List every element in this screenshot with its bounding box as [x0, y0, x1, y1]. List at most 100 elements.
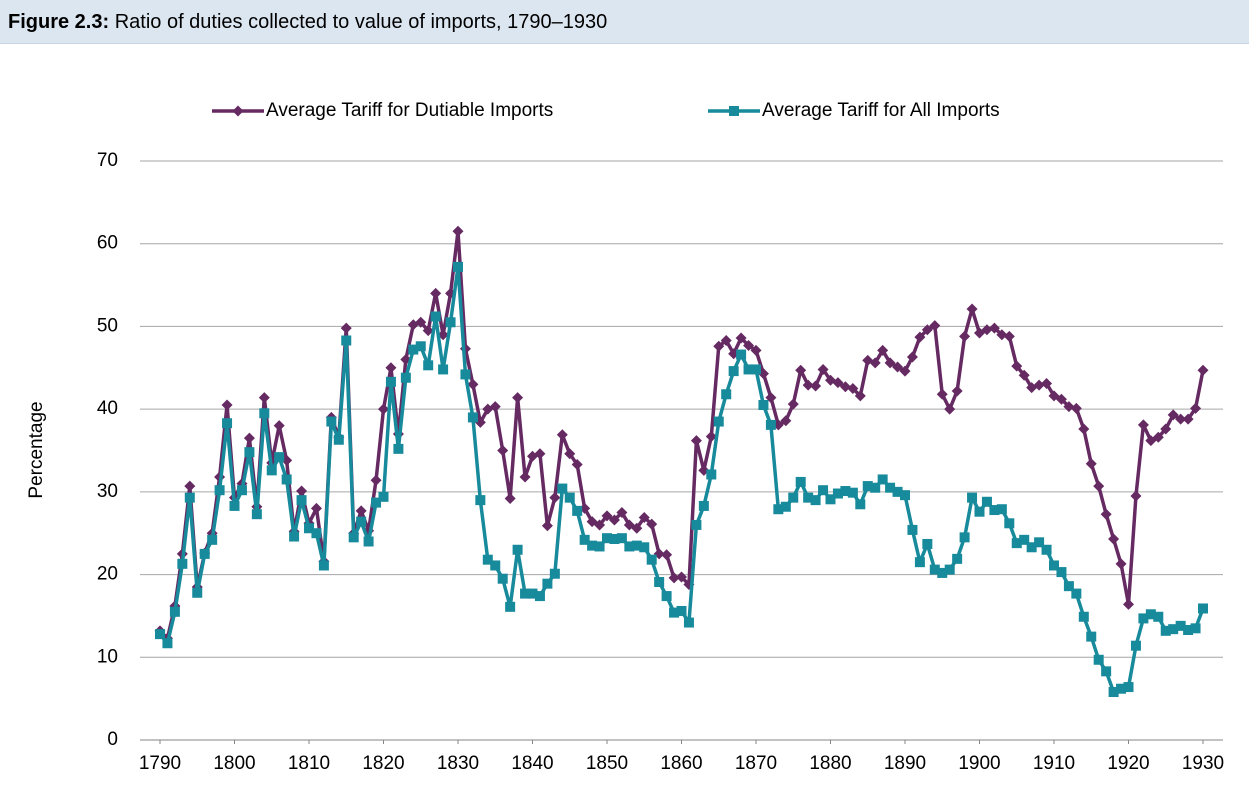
data-point — [802, 379, 814, 391]
x-tick-label: 1790 — [139, 753, 181, 774]
data-point — [259, 408, 270, 419]
y-tick-label: 40 — [97, 398, 118, 419]
data-point — [832, 377, 844, 389]
data-point — [162, 638, 173, 649]
data-point — [1123, 598, 1134, 610]
data-point — [1086, 631, 1097, 642]
data-point — [1049, 560, 1059, 571]
data-point — [602, 533, 612, 544]
data-point — [1115, 558, 1127, 570]
data-point — [705, 430, 717, 442]
data-point — [795, 364, 807, 376]
data-point — [1055, 393, 1067, 405]
y-tick-label: 60 — [97, 233, 118, 254]
data-point — [512, 544, 523, 555]
data-point — [736, 349, 747, 360]
data-point — [691, 519, 702, 530]
x-tick-label: 1820 — [362, 753, 404, 774]
data-point — [348, 532, 359, 543]
data-point — [199, 548, 210, 559]
data-point — [840, 486, 851, 497]
data-point — [1070, 402, 1082, 414]
data-point — [661, 549, 673, 561]
data-point — [579, 502, 591, 514]
data-point — [512, 392, 524, 404]
data-point — [244, 447, 255, 458]
data-point — [177, 558, 188, 569]
data-point — [333, 434, 344, 445]
data-point — [631, 540, 642, 551]
data-point — [936, 388, 948, 400]
data-point — [423, 360, 434, 371]
data-point — [906, 351, 918, 363]
data-point — [1175, 620, 1186, 631]
data-point — [751, 364, 761, 375]
data-point — [966, 303, 978, 315]
data-point — [274, 452, 285, 463]
x-tick-label: 1850 — [586, 753, 628, 774]
data-point — [959, 330, 971, 342]
data-point — [520, 588, 531, 599]
data-point — [1033, 379, 1045, 391]
data-point — [251, 509, 262, 520]
data-point — [951, 385, 963, 397]
data-point — [1130, 490, 1142, 502]
data-point — [289, 531, 300, 542]
data-point — [311, 528, 322, 539]
x-tick-label: 1810 — [288, 753, 330, 774]
data-point — [243, 432, 255, 444]
data-point — [914, 331, 926, 343]
data-point — [527, 588, 538, 599]
data-point — [847, 487, 858, 498]
data-point — [393, 443, 404, 454]
data-point — [497, 573, 508, 584]
data-point — [1101, 666, 1112, 677]
data-point — [1041, 378, 1053, 390]
data-point — [839, 381, 851, 393]
data-point — [1167, 409, 1179, 421]
data-point — [467, 412, 478, 423]
data-point — [482, 554, 493, 565]
data-point — [1093, 654, 1104, 665]
data-point — [661, 591, 672, 602]
data-point — [654, 577, 665, 588]
x-tick-label: 1870 — [735, 753, 777, 774]
data-point — [445, 317, 456, 328]
data-point — [899, 365, 911, 377]
y-tick-label: 30 — [97, 481, 118, 502]
data-point — [877, 344, 889, 356]
data-point — [750, 344, 762, 356]
data-point — [266, 465, 277, 476]
legend-label: Average Tariff for All Imports — [762, 100, 1000, 121]
data-point — [341, 335, 352, 346]
data-point — [795, 476, 806, 487]
data-point — [892, 486, 903, 497]
data-point — [460, 369, 471, 380]
data-point — [371, 497, 382, 508]
data-point — [1197, 364, 1209, 376]
data-point — [222, 418, 233, 429]
data-point — [430, 287, 442, 299]
data-point — [735, 332, 747, 344]
x-tick-label: 1840 — [511, 753, 553, 774]
data-point — [430, 311, 441, 322]
data-point — [356, 516, 367, 527]
data-point — [1116, 683, 1127, 694]
data-point — [1153, 611, 1164, 622]
data-point — [594, 541, 605, 552]
data-point — [676, 571, 687, 583]
figure-header: Figure 2.3: Ratio of duties collected to… — [0, 0, 1249, 44]
data-point — [608, 514, 620, 526]
data-point — [214, 485, 225, 496]
data-point — [1160, 625, 1171, 636]
data-point — [1138, 613, 1149, 624]
data-point — [944, 403, 956, 415]
data-point — [1190, 623, 1201, 634]
data-point — [258, 392, 270, 404]
data-point — [810, 380, 822, 392]
data-point — [415, 316, 427, 328]
data-point — [155, 629, 165, 640]
data-point — [765, 419, 776, 430]
data-point — [847, 382, 859, 394]
data-point — [542, 578, 553, 589]
